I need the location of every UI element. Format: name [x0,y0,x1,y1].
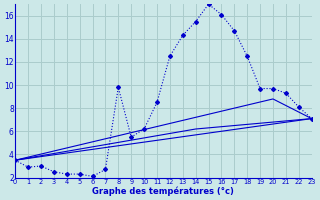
X-axis label: Graphe des températures (°c): Graphe des températures (°c) [92,186,234,196]
